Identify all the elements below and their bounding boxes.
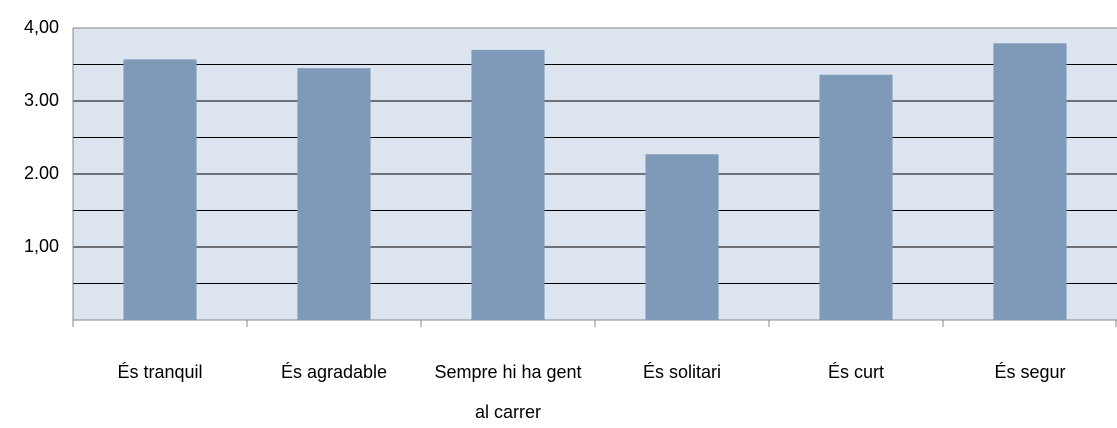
x-tick-label: És segur [994,362,1066,382]
bar [123,59,197,320]
bar [297,68,371,321]
x-tick-label: És tranquil [117,362,203,382]
y-tick-label: 4,00 [24,17,59,37]
x-tick-label: És curt [827,362,884,382]
x-tick-label: Sempre hi ha gent al carrer [434,362,582,422]
x-tick-label: És agradable [280,362,388,382]
bar [993,43,1067,321]
y-tick-label: 3.00 [24,90,59,110]
bar [819,74,893,320]
y-tick-label: 1,00 [24,236,59,256]
bar [645,154,719,320]
bar [471,49,545,321]
x-tick-label: És solitari [642,362,722,382]
y-tick-label: 2.00 [24,163,59,183]
